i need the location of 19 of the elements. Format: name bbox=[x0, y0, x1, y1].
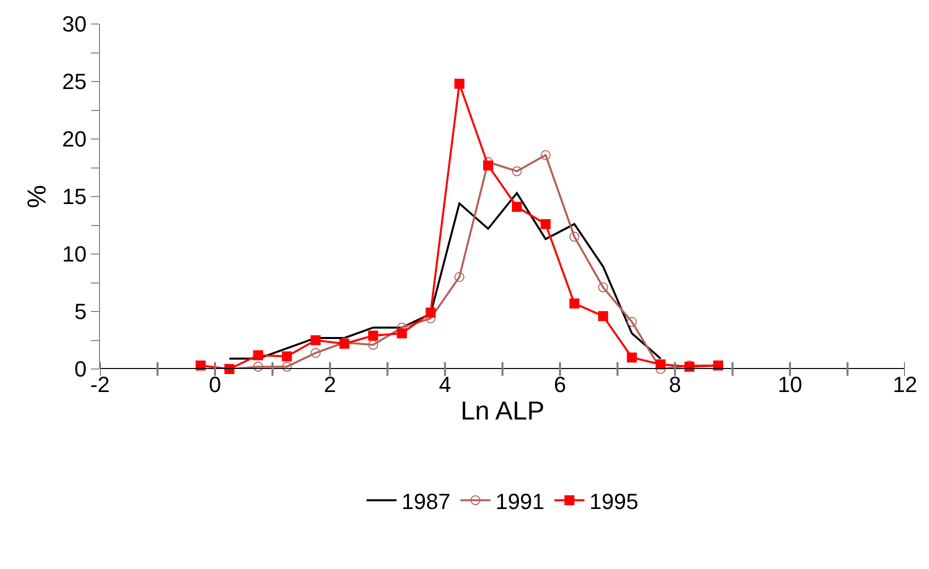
x-tick-label: 4 bbox=[438, 372, 452, 397]
x-tick-label: 0 bbox=[208, 372, 222, 397]
x-tick-label: 8 bbox=[668, 372, 682, 397]
y-axis-title: % bbox=[22, 184, 52, 208]
x-tick-label: 6 bbox=[554, 372, 566, 397]
legend-label: 1987 bbox=[402, 488, 450, 514]
y-tick-label: 5 bbox=[74, 299, 87, 324]
x-axis-title: Ln ALP bbox=[460, 396, 544, 426]
legend-label: 1991 bbox=[495, 488, 544, 514]
x-tick-label: 12 bbox=[892, 372, 918, 397]
y-tick-label: 10 bbox=[62, 242, 87, 267]
legend-label: 1995 bbox=[589, 488, 638, 514]
y-tick-label: 30 bbox=[62, 12, 87, 37]
x-tick-label: 10 bbox=[778, 372, 802, 397]
x-tick-label: -2 bbox=[90, 372, 110, 397]
y-tick-label: 25 bbox=[62, 69, 87, 94]
y-tick-label: 20 bbox=[62, 126, 87, 152]
y-tick-label: 15 bbox=[62, 184, 87, 210]
x-tick-label: 2 bbox=[324, 372, 336, 397]
